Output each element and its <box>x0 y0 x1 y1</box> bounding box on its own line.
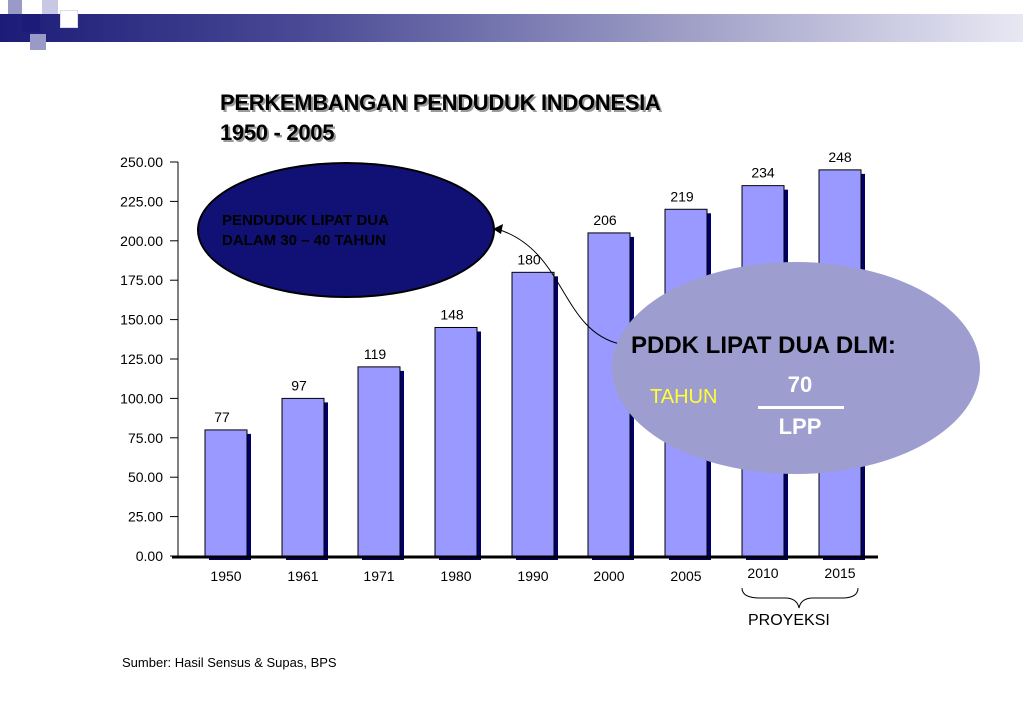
doubling-callout-line2: DALAM 30 – 40 TAHUN <box>222 232 386 249</box>
callout-arrowhead <box>493 224 503 234</box>
y-tick-label: 0.00 <box>136 548 163 564</box>
bar <box>281 397 325 557</box>
formula-denominator: LPP <box>778 414 822 439</box>
x-tick-label: 2005 <box>670 568 701 584</box>
x-tick-label: 1950 <box>210 568 241 584</box>
y-tick-label: 225.00 <box>120 193 163 209</box>
header-gradient-bar <box>0 14 1023 42</box>
bar-data-label: 180 <box>517 251 541 267</box>
decor-square-1 <box>8 0 22 14</box>
bar <box>511 271 555 557</box>
projection-brace <box>741 587 859 609</box>
chart-title-line1: PERKEMBANGAN PENDUDUK INDONESIA <box>220 90 661 115</box>
doubling-callout-ellipse <box>197 162 495 298</box>
y-tick-label: 50.00 <box>128 469 163 485</box>
bar-data-label: 119 <box>364 346 387 362</box>
y-tick-label: 75.00 <box>128 430 163 446</box>
x-tick-label: 2015 <box>824 565 855 581</box>
x-tick-label: 1990 <box>517 568 548 584</box>
bar-data-label: 77 <box>214 409 230 425</box>
source-note: Sumber: Hasil Sensus & Supas, BPS <box>122 655 337 670</box>
x-tick-label: 2000 <box>593 568 624 584</box>
formula-heading: PDDK LIPAT DUA DLM: <box>631 332 896 359</box>
chart-title-line2: 1950 - 2005 <box>220 120 335 145</box>
x-tick-label: 1980 <box>440 568 471 584</box>
y-tick-label: 150.00 <box>120 312 163 328</box>
y-tick-label: 25.00 <box>128 509 163 525</box>
x-tick-label: 1971 <box>363 568 394 584</box>
x-tick-label: 2010 <box>747 565 778 581</box>
bar-data-label: 248 <box>828 149 852 165</box>
callout-arrow <box>496 228 621 345</box>
bar <box>204 429 248 557</box>
formula-tahun-label: TAHUN <box>650 386 718 408</box>
bar-data-label: 219 <box>670 188 694 204</box>
bar-data-label: 97 <box>291 377 307 393</box>
bar-data-label: 148 <box>440 306 464 322</box>
y-tick-label: 125.00 <box>120 351 163 367</box>
doubling-callout-text: PENDUDUK LIPAT DUA DALAM 30 – 40 TAHUN <box>222 211 482 251</box>
bar-data-label: 234 <box>751 165 775 181</box>
projection-label: PROYEKSI <box>748 612 830 629</box>
decor-square-2 <box>22 14 40 32</box>
bar <box>434 326 478 557</box>
chart-title: PERKEMBANGAN PENDUDUK INDONESIA 1950 - 2… <box>220 88 661 148</box>
bar <box>357 366 401 557</box>
formula-callout-ellipse <box>612 262 980 474</box>
y-tick-label: 100.00 <box>120 390 163 406</box>
bar-data-label: 206 <box>593 212 617 228</box>
decor-square-5 <box>60 10 78 28</box>
doubling-callout-line1: PENDUDUK LIPAT DUA <box>222 212 389 229</box>
formula-numerator: 70 <box>787 372 813 397</box>
x-tick-label: 1961 <box>287 568 318 584</box>
y-tick-label: 200.00 <box>120 233 163 249</box>
y-tick-label: 250.00 <box>120 154 163 170</box>
y-tick-label: 175.00 <box>120 272 163 288</box>
decor-square-3 <box>42 0 58 14</box>
formula-fraction-line <box>758 406 844 409</box>
decor-square-4 <box>30 34 46 50</box>
